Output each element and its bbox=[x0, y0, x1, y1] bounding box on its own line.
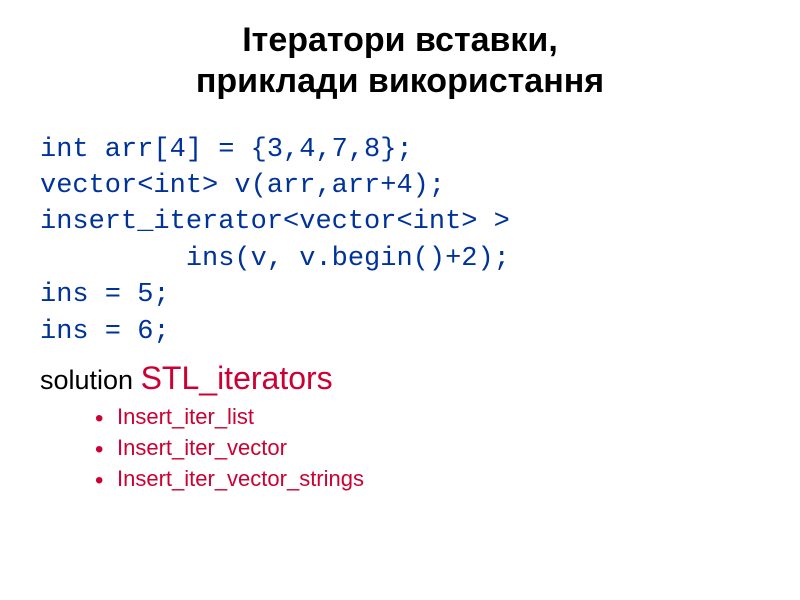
title-line-2: приклади використання bbox=[196, 62, 604, 100]
list-item: Insert_iter_list bbox=[95, 402, 760, 433]
code-line: insert_iterator<vector<int> > bbox=[40, 204, 760, 240]
list-item: Insert_iter_vector_strings bbox=[95, 464, 760, 495]
list-item: Insert_iter_vector bbox=[95, 433, 760, 464]
code-line: vector<int> v(arr,arr+4); bbox=[40, 168, 760, 204]
code-line: ins(v, v.begin()+2); bbox=[40, 241, 760, 277]
code-line: ins = 5; bbox=[40, 277, 760, 313]
slide-title: Ітератори вставки, приклади використання bbox=[40, 20, 760, 102]
code-line: int arr[4] = {3,4,7,8}; bbox=[40, 132, 760, 168]
solution-highlight: STL_iterators bbox=[141, 360, 333, 396]
bullet-list: Insert_iter_list Insert_iter_vector Inse… bbox=[95, 402, 760, 494]
title-line-1: Ітератори вставки, bbox=[242, 21, 558, 59]
code-line: ins = 6; bbox=[40, 314, 760, 350]
solution-line: solution STL_iterators bbox=[40, 360, 760, 397]
code-block: int arr[4] = {3,4,7,8}; vector<int> v(ar… bbox=[40, 132, 760, 351]
solution-label: solution bbox=[40, 365, 141, 395]
